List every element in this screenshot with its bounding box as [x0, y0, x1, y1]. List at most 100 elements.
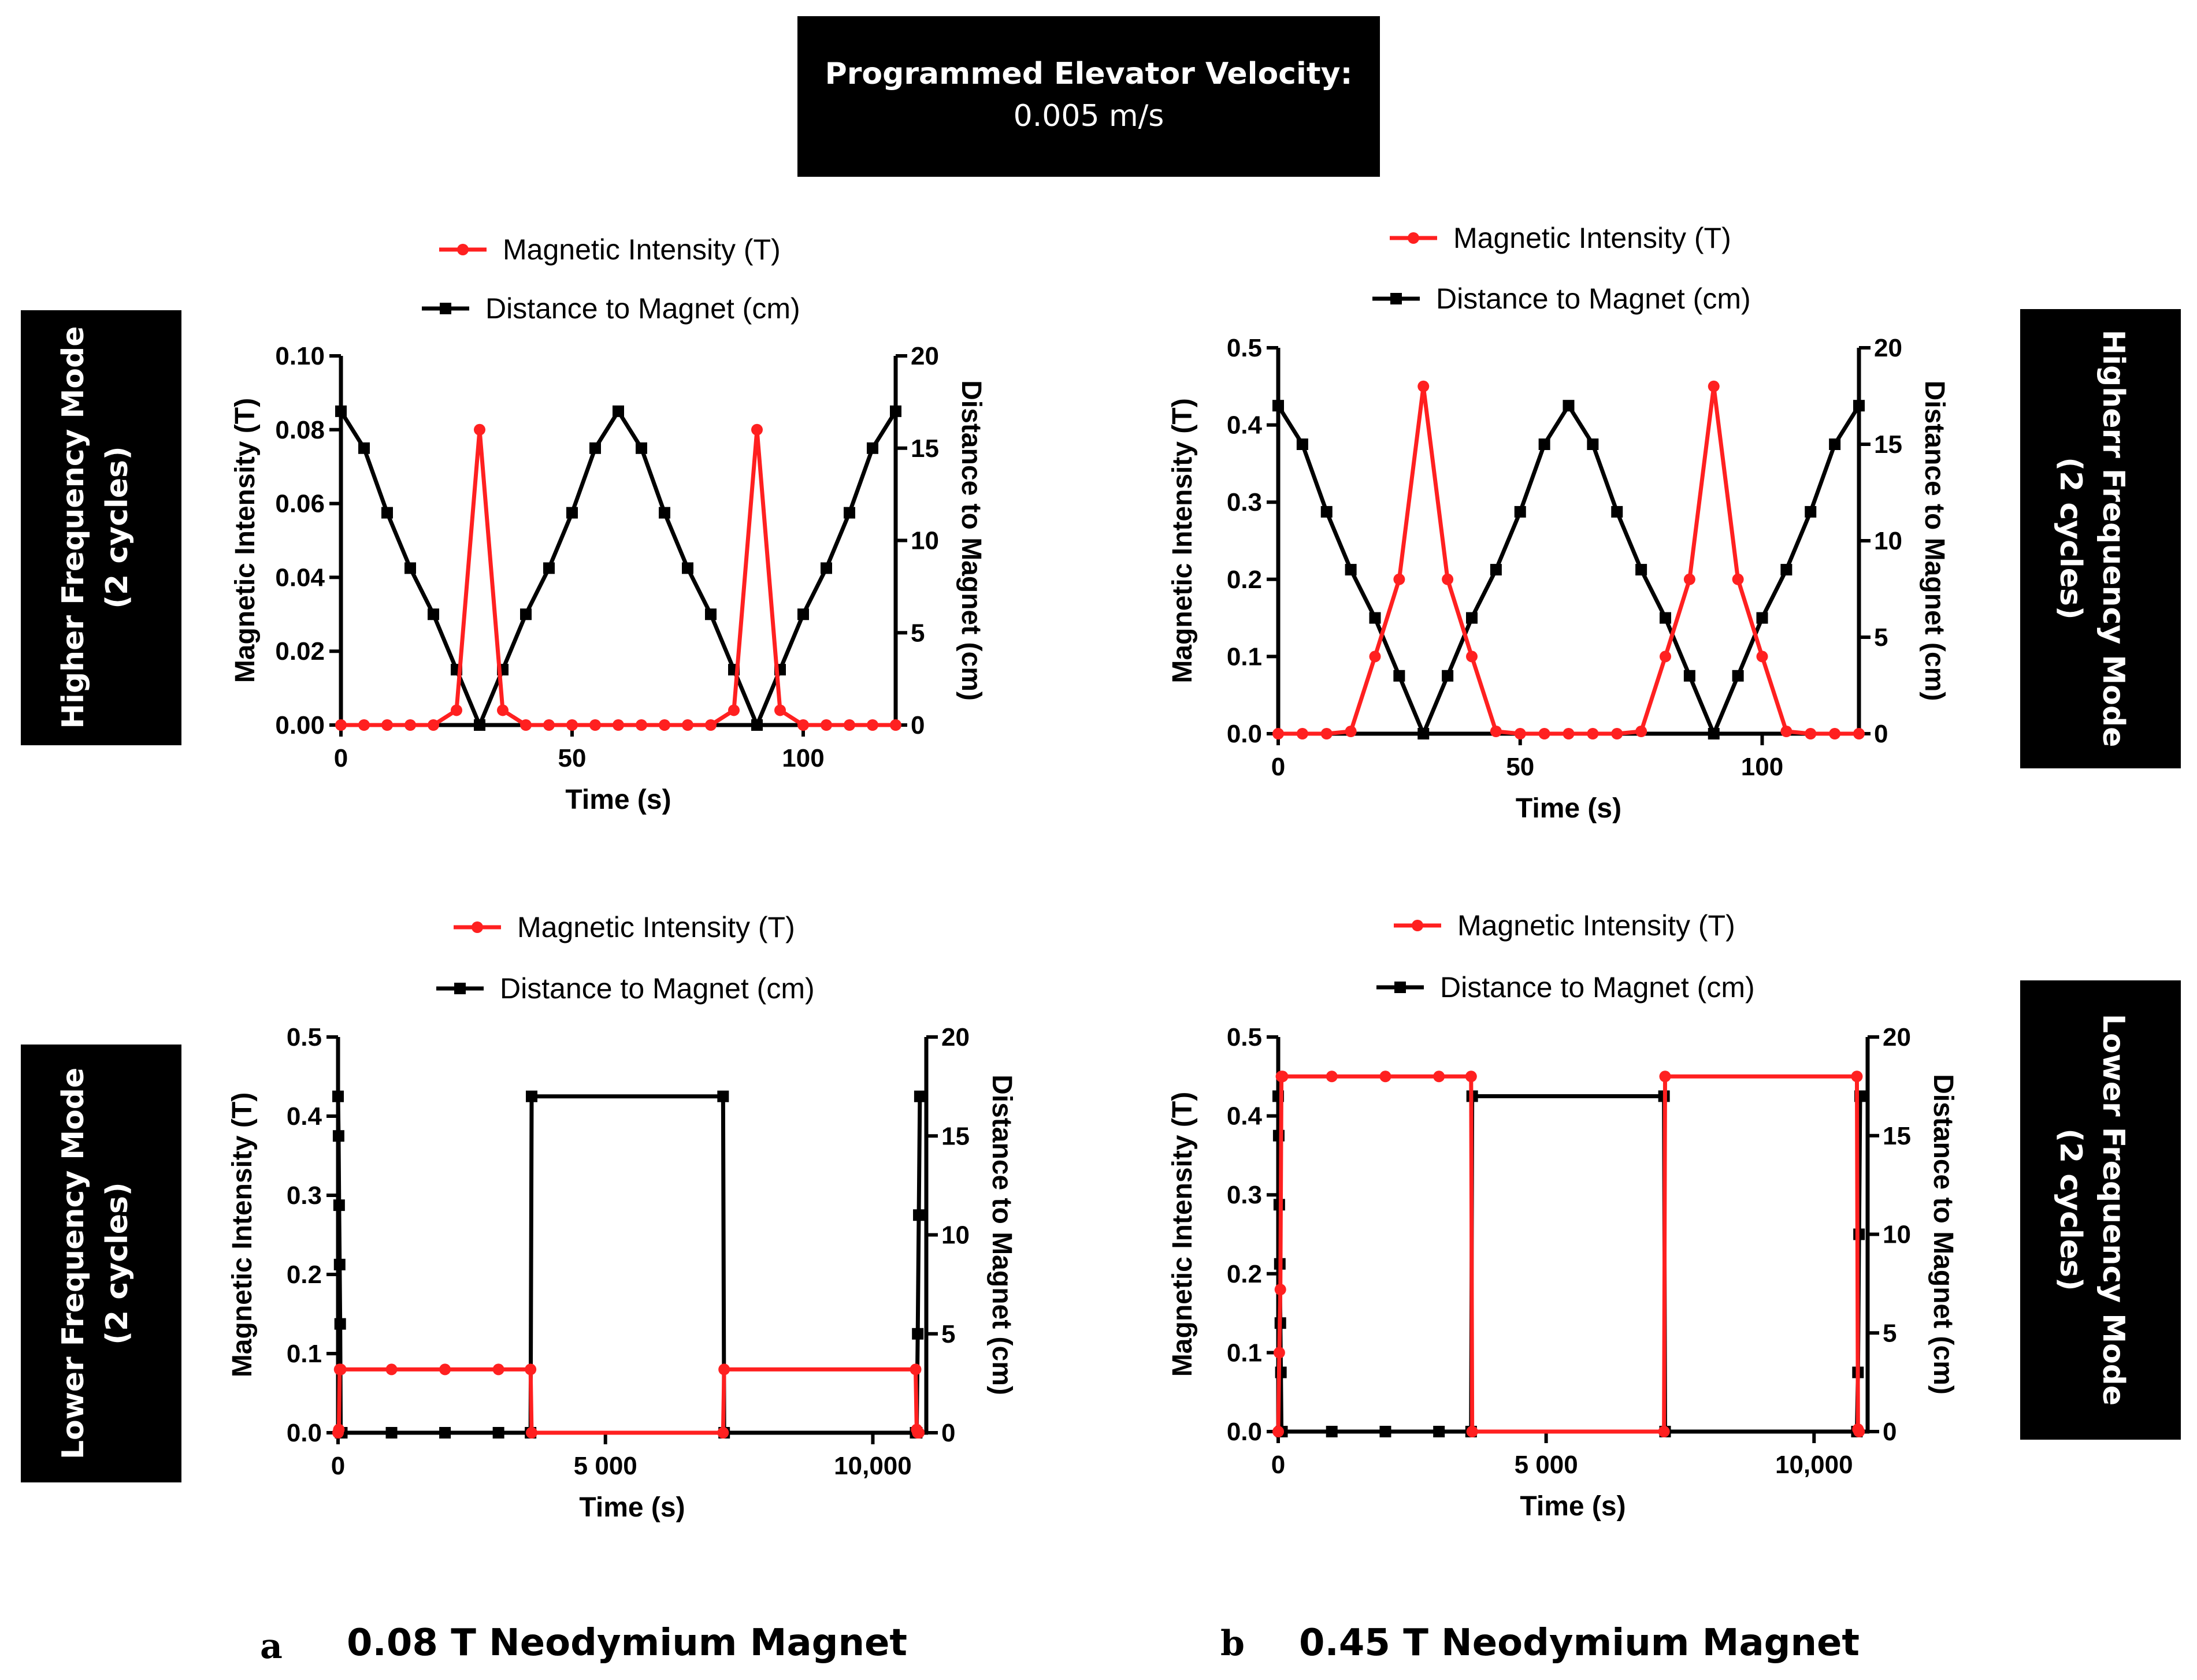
series-magnetic	[335, 423, 901, 731]
y2-axis-label: Distance to Magnet (cm)	[1919, 381, 1950, 701]
y2-tick-label: 20	[941, 1023, 970, 1051]
legend: Magnetic Intensity (T) Distance to Magnet…	[422, 233, 800, 325]
legend-label: Distance to Magnet (cm)	[1436, 283, 1751, 315]
y-tick-label: 0.0	[1227, 1418, 1262, 1446]
legend-marker	[1390, 293, 1402, 304]
data-point	[1433, 1426, 1445, 1437]
data-point	[1272, 1426, 1284, 1437]
data-point	[335, 1363, 347, 1376]
data-point	[1851, 1071, 1863, 1083]
data-point	[914, 1090, 926, 1102]
y2-tick-label: 0	[911, 711, 925, 739]
header-value: 0.005 m/s	[1014, 99, 1164, 133]
data-point	[526, 1090, 538, 1102]
y-tick-label: 0.10	[275, 342, 325, 370]
y2-tick-label: 15	[1874, 430, 1902, 459]
data-point	[1490, 564, 1502, 576]
data-point	[1829, 728, 1841, 739]
legend: Magnetic Intensity (T) Distance to Magnet…	[1372, 222, 1751, 315]
y2-tick-label: 20	[911, 342, 939, 370]
y-tick-label: 0.5	[287, 1023, 322, 1051]
data-point	[404, 719, 416, 731]
data-point	[1393, 670, 1405, 682]
data-point	[1326, 1426, 1338, 1437]
data-point	[867, 442, 878, 454]
data-point	[520, 608, 532, 620]
data-point	[1514, 506, 1526, 518]
data-point	[333, 1258, 346, 1270]
legend-label: Magnetic Intensity (T)	[1453, 222, 1731, 254]
x-tick-label: 100	[782, 744, 824, 772]
x-tick-label: 50	[1506, 753, 1534, 781]
caption-a-letter: a	[260, 1626, 283, 1667]
data-point	[333, 1199, 345, 1211]
data-point	[1805, 506, 1817, 518]
legend: Magnetic Intensity (T) Distance to Magnet…	[1376, 909, 1755, 1003]
svg-text:(2 cycles): (2 cycles)	[2053, 457, 2088, 619]
data-point	[682, 719, 693, 731]
data-point	[1296, 728, 1308, 739]
series-distance	[1272, 400, 1865, 739]
y2-tick-label: 20	[1874, 334, 1902, 362]
data-point	[525, 1363, 537, 1376]
series-distance	[335, 405, 901, 731]
data-point	[334, 1318, 346, 1330]
data-point	[358, 719, 370, 731]
data-point	[1829, 438, 1841, 450]
data-point	[1417, 380, 1430, 392]
data-point	[1853, 728, 1865, 739]
y2-tick-label: 10	[911, 527, 939, 555]
data-point	[1433, 1071, 1445, 1083]
legend-label: Magnetic Intensity (T)	[1457, 909, 1735, 942]
data-point	[774, 704, 786, 716]
data-point	[1442, 573, 1454, 585]
legend-marker	[440, 303, 451, 314]
y-tick-label: 0.5	[1227, 1023, 1262, 1051]
data-point	[1659, 1071, 1671, 1083]
data-point	[636, 442, 647, 454]
data-point	[1490, 725, 1502, 737]
data-point	[613, 405, 624, 417]
data-point	[520, 719, 532, 731]
data-point	[1611, 728, 1623, 739]
y-tick-label: 0.1	[287, 1340, 322, 1368]
y2-tick-label: 5	[911, 619, 925, 647]
data-point	[1780, 725, 1793, 737]
data-point	[717, 1427, 729, 1439]
y-tick-label: 0.4	[287, 1102, 322, 1131]
data-point	[1466, 651, 1478, 663]
side-label-right-top: Higherr Frequency Mode (2 cycles)	[2020, 309, 2181, 768]
legend-marker	[1394, 982, 1406, 993]
y-tick-label: 0.2	[1227, 1260, 1262, 1288]
y-tick-label: 0.08	[275, 416, 325, 444]
caption-a-text: 0.08 T Neodymium Magnet	[347, 1622, 907, 1664]
svg-text:(2 cycles): (2 cycles)	[2053, 1128, 2088, 1291]
legend: Magnetic Intensity (T) Distance to Magnet…	[436, 911, 815, 1005]
y2-axis-label: Distance to Magnet (cm)	[986, 1075, 1017, 1395]
data-point	[1466, 1426, 1478, 1437]
x-tick-label: 50	[558, 744, 587, 772]
y2-tick-label: 10	[941, 1221, 970, 1250]
data-point	[543, 719, 555, 731]
side-label-left-bottom: Lower Frequency Mode (2 cycles)	[21, 1045, 181, 1482]
chart-b-low: 0.0 0.1 0.2 0.3 0.4 0.5 0 5 10 15 20 0 5 000 10,000 Ti…	[1167, 909, 1958, 1522]
data-point	[439, 1363, 451, 1376]
y2-tick-label: 10	[1883, 1221, 1911, 1249]
y-tick-label: 0.3	[1227, 1181, 1262, 1209]
data-point	[1708, 380, 1720, 392]
caption-b-letter: b	[1220, 1623, 1245, 1664]
data-point	[1276, 1071, 1289, 1083]
data-point	[1345, 564, 1357, 576]
caption-b: b 0.45 T Neodymium Magnet	[1220, 1622, 1860, 1664]
y-tick-label: 0.3	[287, 1181, 322, 1210]
svg-text:Lower Frequency Mode: Lower Frequency Mode	[56, 1068, 91, 1459]
y-tick-label: 0.0	[287, 1419, 322, 1447]
y2-tick-label: 15	[911, 434, 939, 463]
data-point	[1369, 651, 1381, 663]
y2-tick-label: 5	[1883, 1319, 1897, 1347]
data-point	[1274, 1284, 1286, 1296]
data-point	[797, 719, 809, 731]
data-point	[1369, 612, 1381, 624]
legend-marker	[1408, 232, 1419, 244]
